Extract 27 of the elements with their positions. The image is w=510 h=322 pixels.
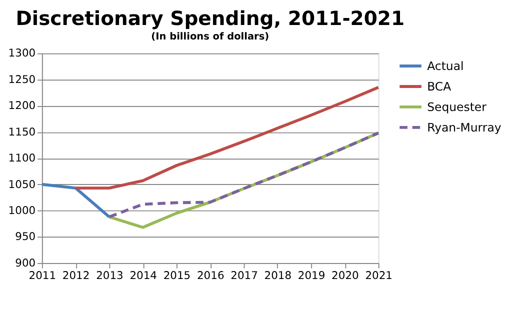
x-tick-label: 2018 <box>264 269 292 282</box>
x-tick-label: 2016 <box>196 269 224 282</box>
x-tick-label: 2011 <box>28 269 56 282</box>
legend-label: Actual <box>427 58 464 73</box>
x-tick-label: 2019 <box>298 269 326 282</box>
x-tick-label: 2014 <box>130 269 158 282</box>
x-tick-label: 2017 <box>230 269 258 282</box>
y-tick-label: 900 <box>15 256 36 270</box>
x-tick-label: 2021 <box>365 269 392 282</box>
x-tick-label: 2015 <box>163 269 191 282</box>
x-tick-label: 2012 <box>62 269 90 282</box>
legend-label: BCA <box>427 79 452 94</box>
y-tick-label: 1150 <box>8 125 36 138</box>
y-tick-label: 1000 <box>8 204 36 217</box>
y-tick-label: 1100 <box>8 152 36 165</box>
x-tick-label: 2020 <box>332 269 360 282</box>
y-tick-label: 1300 <box>8 46 36 60</box>
x-tick-label: 2013 <box>96 269 124 282</box>
chart-subtitle: (In billions of dollars) <box>151 32 270 43</box>
line-series <box>74 86 380 190</box>
legend-label: Ryan-Murray <box>427 120 502 134</box>
chart-title: Discretionary Spending, 2011-2021 <box>16 7 405 30</box>
y-tick-label: 1200 <box>8 99 36 112</box>
y-tick-label: 1250 <box>8 72 36 86</box>
y-tick-label: 1050 <box>8 178 36 191</box>
y-tick-label: 950 <box>15 230 36 244</box>
legend-label: Sequester <box>427 100 487 114</box>
